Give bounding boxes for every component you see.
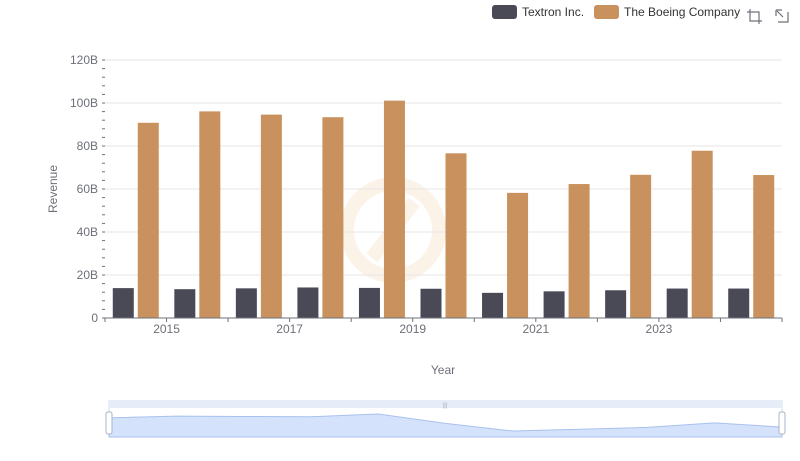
bar-textron-2021[interactable] <box>543 291 565 318</box>
bar-textron-2023[interactable] <box>666 288 688 318</box>
y-axis: 0 20B 40B 60B 80B 100B 120B <box>70 53 98 325</box>
bar-boeing-2018[interactable] <box>383 100 405 318</box>
bar-textron-2018[interactable] <box>358 287 380 318</box>
slider-left-handle[interactable] <box>105 411 113 435</box>
bar-boeing-2017[interactable] <box>322 117 344 318</box>
legend-swatch-textron <box>492 5 517 19</box>
slider-preview-area <box>108 413 783 438</box>
x-tick-label: 2019 <box>399 322 426 336</box>
bar-textron-2019[interactable] <box>420 288 442 318</box>
bar-textron-2015[interactable] <box>174 289 196 318</box>
slider-top-bar[interactable] <box>109 401 782 408</box>
x-tick-label: 2017 <box>276 322 303 336</box>
x-tick-label: 2015 <box>153 322 180 336</box>
legend-swatch-boeing <box>594 5 619 19</box>
y-tick-label: 0 <box>91 311 98 325</box>
slider-right-handle[interactable] <box>778 411 786 435</box>
y-tick-label: 60B <box>77 182 98 196</box>
bar-textron-2020[interactable] <box>482 292 504 318</box>
bar-boeing-2021[interactable] <box>568 184 590 318</box>
legend-label-textron: Textron Inc. <box>522 5 584 19</box>
bar-boeing-2019[interactable] <box>445 153 467 318</box>
x-tick-label: 2023 <box>646 322 673 336</box>
bar-boeing-2022[interactable] <box>630 174 652 318</box>
y-tick-label: 40B <box>77 225 98 239</box>
bar-series <box>112 100 775 318</box>
bar-textron-2022[interactable] <box>605 290 627 318</box>
bar-textron-2017[interactable] <box>297 287 319 318</box>
y-tick-label: 120B <box>70 53 98 67</box>
slider-grip-icon: ||| <box>443 403 448 409</box>
x-axis: 2015 2017 2019 2021 2023 <box>104 318 783 336</box>
legend-item-textron[interactable]: Textron Inc. <box>492 5 584 19</box>
legend: Textron Inc. The Boeing Company <box>492 5 740 19</box>
data-zoom-slider[interactable]: ||| <box>105 400 786 438</box>
y-tick-label: 20B <box>77 268 98 282</box>
zoom-icon[interactable] <box>747 9 762 24</box>
bar-boeing-2015[interactable] <box>199 111 221 318</box>
bar-boeing-2016[interactable] <box>260 114 282 318</box>
bar-textron-2016[interactable] <box>235 288 257 318</box>
restore-icon[interactable] <box>775 9 789 23</box>
bar-textron-2024[interactable] <box>728 288 750 318</box>
x-tick-label: 2021 <box>522 322 549 336</box>
y-axis-title: Revenue <box>46 165 60 213</box>
y-axis-minor-ticks <box>102 59 105 319</box>
bar-boeing-2014[interactable] <box>137 122 159 318</box>
bar-boeing-2024[interactable] <box>753 175 775 318</box>
legend-label-boeing: The Boeing Company <box>624 5 740 19</box>
legend-item-boeing[interactable]: The Boeing Company <box>594 5 740 19</box>
x-axis-title: Year <box>431 363 455 377</box>
bar-boeing-2020[interactable] <box>507 192 529 318</box>
bar-textron-2014[interactable] <box>112 288 134 318</box>
bar-boeing-2023[interactable] <box>691 150 713 318</box>
y-tick-label: 80B <box>77 139 98 153</box>
y-tick-label: 100B <box>70 96 98 110</box>
